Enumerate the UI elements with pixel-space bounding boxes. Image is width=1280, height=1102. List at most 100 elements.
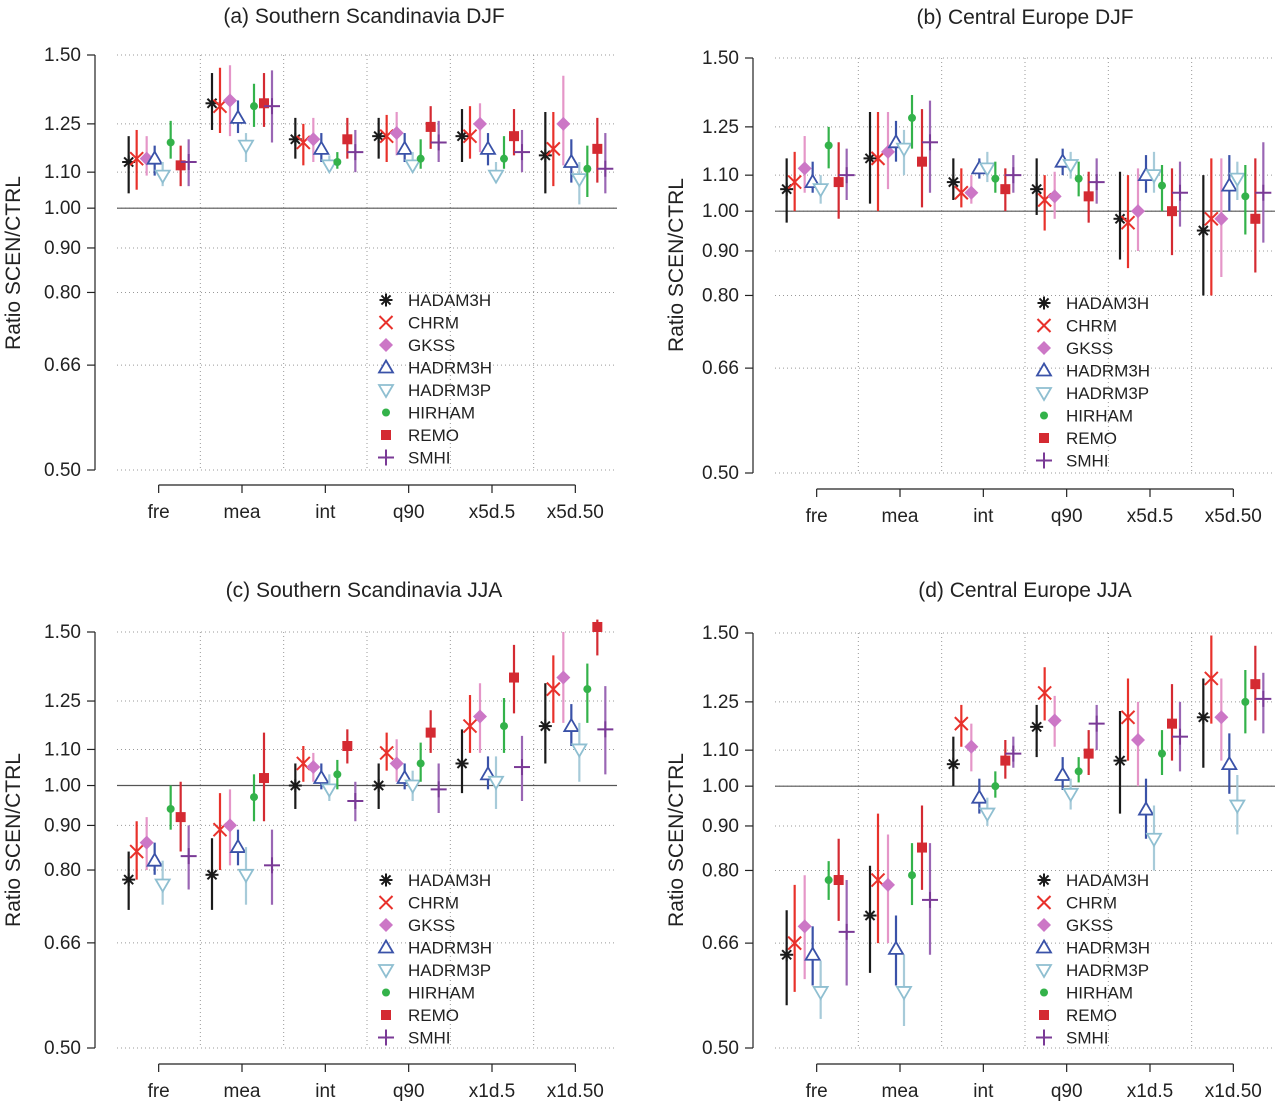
- data-point: [787, 935, 802, 951]
- x-tick-label: int: [973, 1081, 994, 1102]
- data-point: [139, 835, 154, 850]
- x-tick-label: mea: [224, 1081, 261, 1102]
- data-point: [229, 109, 247, 124]
- data-point: [306, 760, 321, 775]
- data-point: [1214, 710, 1229, 725]
- data-point: [978, 162, 996, 178]
- data-point: [333, 770, 342, 779]
- legend-symbol: [381, 1010, 391, 1020]
- legend-label: SMHI: [1066, 452, 1109, 471]
- legend-symbol: [1036, 318, 1052, 333]
- chart-title: (b) Central Europe DJF: [916, 6, 1133, 29]
- data-point: [389, 756, 404, 771]
- legend-symbol: [1035, 964, 1053, 979]
- legend-label: HADAM3H: [1066, 871, 1149, 890]
- legend-symbol: [379, 918, 393, 932]
- y-tick-label: 1.25: [44, 114, 81, 135]
- data-point: [780, 182, 794, 196]
- data-point: [500, 722, 508, 731]
- data-point: [833, 177, 844, 188]
- data-point: [306, 132, 321, 147]
- legend-symbol: [1036, 1029, 1052, 1046]
- data-point: [1196, 224, 1210, 238]
- data-point: [462, 718, 478, 734]
- y-tick-label: 1.50: [702, 48, 739, 69]
- y-tick-label: 0.80: [44, 282, 81, 303]
- data-point: [838, 923, 855, 940]
- legend-label: REMO: [408, 426, 459, 445]
- legend-symbol: [377, 964, 395, 979]
- chart-title: (d) Central Europe JJA: [918, 579, 1132, 602]
- data-point: [372, 779, 386, 793]
- legend-symbol: [1035, 361, 1053, 377]
- legend-symbol: [1036, 895, 1052, 910]
- data-point: [1241, 697, 1250, 706]
- data-point: [288, 779, 302, 793]
- y-tick-label: 0.50: [44, 460, 81, 481]
- data-point: [562, 153, 580, 168]
- x-tick-label: mea: [882, 506, 919, 527]
- data-point: [812, 986, 830, 1001]
- y-tick-label: 1.25: [702, 692, 739, 713]
- data-point: [978, 807, 996, 823]
- data-point: [908, 113, 916, 122]
- legend-label: HIRHAM: [408, 984, 475, 1003]
- data-point: [514, 759, 530, 776]
- legend-label: SMHI: [408, 1029, 451, 1048]
- data-point: [223, 818, 237, 833]
- data-point: [473, 116, 487, 131]
- legend-label: GKSS: [1066, 339, 1113, 358]
- y-tick-label: 1.50: [44, 45, 81, 66]
- data-point: [546, 681, 561, 697]
- legend-symbol: [1039, 433, 1049, 443]
- legend-label: HADRM3H: [408, 359, 492, 378]
- x-tick-label: q90: [393, 1081, 425, 1102]
- data-point: [416, 154, 425, 163]
- data-point: [1005, 745, 1022, 762]
- data-point: [416, 759, 425, 768]
- legend-symbol: [378, 449, 394, 466]
- data-point: [487, 775, 505, 791]
- data-point: [1228, 799, 1246, 815]
- x-tick-label: int: [315, 502, 336, 523]
- y-tick-label: 1.50: [44, 622, 81, 643]
- data-point: [129, 151, 144, 166]
- y-tick-label: 0.66: [702, 358, 739, 379]
- data-point: [146, 149, 164, 165]
- data-point: [1062, 159, 1080, 174]
- data-point: [1047, 189, 1062, 204]
- data-point: [991, 174, 1000, 183]
- data-point: [372, 129, 386, 143]
- data-point: [804, 945, 822, 961]
- data-point: [379, 745, 394, 761]
- y-tick-label: 0.90: [702, 241, 739, 262]
- y-tick-label: 0.50: [44, 1038, 81, 1059]
- legend-symbol: [379, 338, 393, 352]
- data-point: [1037, 685, 1052, 701]
- legend-symbol: [1040, 411, 1048, 420]
- data-point: [881, 144, 895, 159]
- legend: HADAM3H CHRM GKSS HADRM3H HADRM3P HIRHAM REMO S…: [1035, 294, 1150, 471]
- data-point: [562, 717, 580, 732]
- legend-label: CHRM: [408, 314, 459, 333]
- data-point: [122, 873, 136, 887]
- legend-symbol: [1037, 873, 1051, 887]
- legend-label: HADRM3H: [1066, 362, 1150, 381]
- legend-label: HADRM3P: [408, 961, 491, 980]
- data-point: [205, 868, 219, 882]
- data-point: [320, 783, 338, 799]
- data-point: [320, 159, 338, 175]
- panel-c: (c) Southern Scandinavia JJA Ratio SCEN/C…: [2, 579, 617, 1102]
- y-tick-label: 0.80: [702, 285, 739, 306]
- data-point: [570, 743, 588, 759]
- legend-label: HADRM3H: [408, 939, 492, 958]
- legend-symbol: [1035, 387, 1053, 402]
- data-point: [863, 151, 877, 165]
- y-tick-label: 1.25: [44, 691, 81, 712]
- data-point: [597, 160, 614, 177]
- x-tick-label: q90: [1051, 506, 1083, 527]
- data-point: [389, 126, 404, 141]
- data-point: [954, 185, 969, 200]
- y-tick-label: 0.80: [702, 860, 739, 881]
- data-point: [404, 779, 422, 795]
